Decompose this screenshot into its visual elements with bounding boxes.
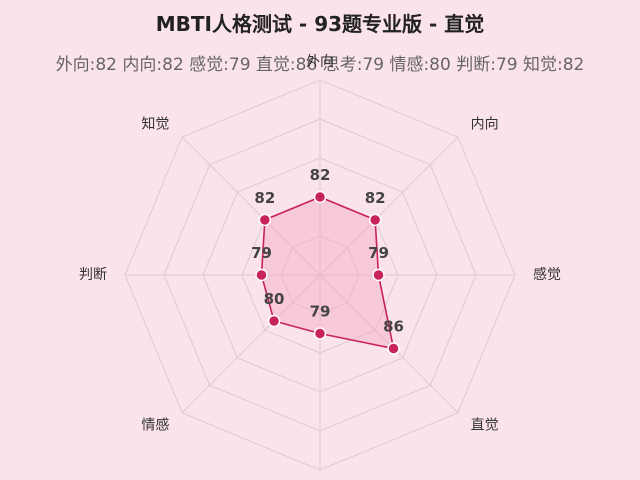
value-label-3: 86 xyxy=(383,318,404,336)
value-label-4: 79 xyxy=(310,303,331,321)
value-label-0: 82 xyxy=(310,166,331,184)
axis-label-3: 直觉 xyxy=(471,417,499,434)
value-label-1: 82 xyxy=(365,189,386,207)
data-point-3 xyxy=(387,342,400,355)
chart-subtitle: 外向:82 内向:82 感觉:79 直觉:86 思考:79 情感:80 判断:7… xyxy=(55,55,585,75)
grid-spoke xyxy=(319,136,459,276)
axis-label-7: 知觉 xyxy=(141,115,169,132)
grid-spoke xyxy=(181,136,321,276)
data-point-5 xyxy=(267,314,281,328)
axis-label-0: 外向 xyxy=(306,54,334,70)
data-point-7 xyxy=(258,213,272,227)
data-point-4 xyxy=(313,327,327,340)
axis-label-1: 内向 xyxy=(471,116,499,132)
value-label-5: 80 xyxy=(264,290,285,308)
axis-label-5: 情感 xyxy=(141,417,169,434)
data-point-1 xyxy=(368,213,382,227)
data-point-6 xyxy=(255,268,268,282)
value-label-2: 79 xyxy=(368,244,389,262)
chart-title: MBTI人格测试 - 93题专业版 - 直觉 xyxy=(155,12,485,36)
value-label-7: 82 xyxy=(254,189,275,207)
axis-label-6: 判断 xyxy=(79,267,107,283)
grid-spoke xyxy=(319,274,459,414)
grid-spoke xyxy=(181,274,321,414)
data-point-2 xyxy=(372,268,385,282)
value-label-6: 79 xyxy=(251,244,272,262)
data-point-0 xyxy=(313,190,327,204)
axis-label-2: 感觉 xyxy=(533,266,561,283)
